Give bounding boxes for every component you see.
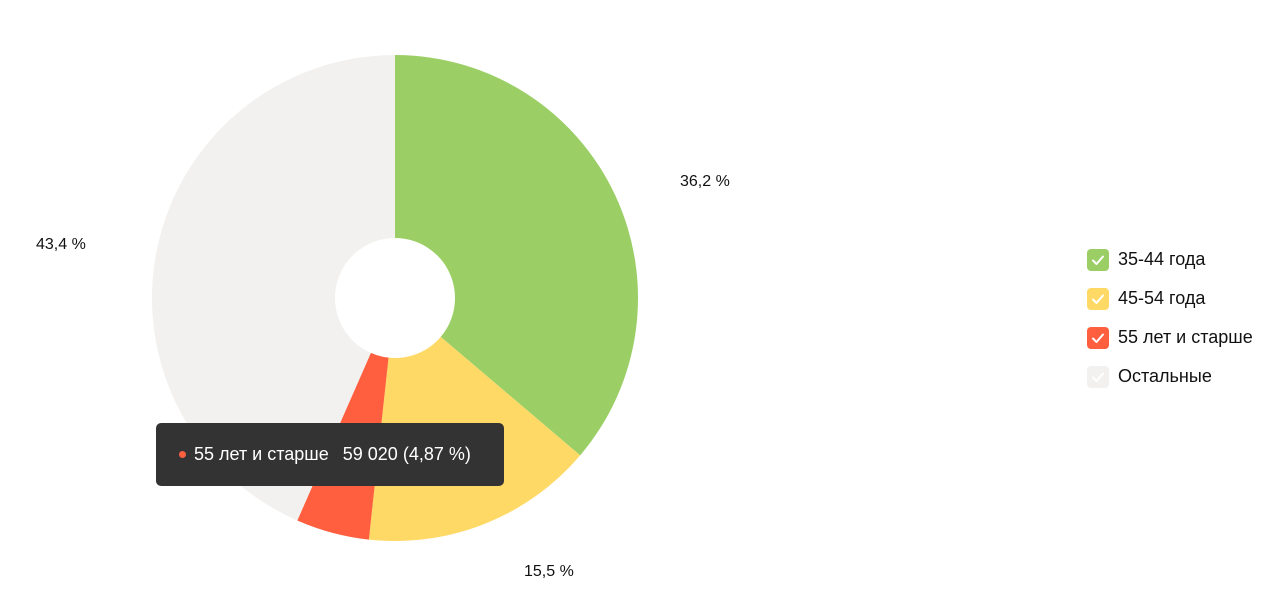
chart-legend: 35-44 года 45-54 года 55 лет и старше Ос… [1087, 240, 1277, 396]
legend-label: 35-44 года [1118, 249, 1206, 269]
slice-35-44[interactable] [395, 55, 638, 456]
legend-item-55-plus[interactable]: 55 лет и старше [1087, 318, 1277, 357]
legend-label: Остальные [1118, 366, 1212, 386]
checkbox-icon[interactable] [1087, 287, 1109, 310]
legend-item-35-44[interactable]: 35-44 года [1087, 240, 1277, 279]
slice-label-others: 43,4 % [36, 236, 86, 253]
slice-others[interactable] [152, 55, 395, 521]
legend-label: 55 лет и старше [1118, 327, 1253, 347]
tooltip-series-dot [179, 451, 186, 458]
legend-item-45-54[interactable]: 45-54 года [1087, 279, 1277, 318]
checkbox-icon[interactable] [1087, 326, 1109, 349]
legend-item-others[interactable]: Остальные [1087, 357, 1277, 396]
pie-chart: 36,2 % 15,5 % 43,4 % [36, 55, 730, 580]
checkbox-icon[interactable] [1087, 248, 1109, 271]
legend-label: 45-54 года [1118, 288, 1206, 308]
donut-chart-svg [152, 55, 638, 542]
slice-label-35-44: 36,2 % [680, 173, 730, 190]
tooltip-value: 59 020 (4,87 %) [342, 444, 471, 464]
chart-tooltip: 55 лет и старше 59 020 (4,87 %) [156, 423, 504, 486]
checkbox-icon[interactable] [1087, 365, 1109, 388]
slice-label-45-54: 15,5 % [524, 563, 574, 580]
tooltip-series-name: 55 лет и старше [194, 444, 329, 464]
